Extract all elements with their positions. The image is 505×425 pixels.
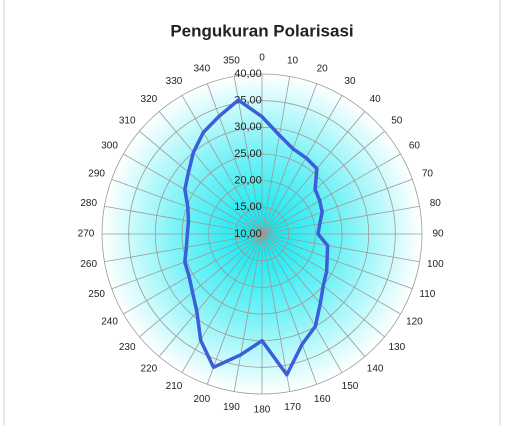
r-tick-label: 25,00 [234, 148, 262, 160]
category-label: 300 [101, 141, 118, 152]
category-label: 0 [259, 53, 265, 64]
spoke [261, 233, 318, 385]
spoke [104, 205, 263, 235]
r-tick-label: 40,00 [234, 68, 262, 80]
category-label: 30 [344, 76, 356, 87]
category-label: 150 [342, 381, 359, 392]
spoke [233, 76, 263, 235]
category-label: 60 [409, 141, 421, 152]
spoke [261, 111, 366, 235]
category-label: 320 [141, 94, 158, 105]
category-label: 90 [432, 229, 444, 240]
category-label: 330 [166, 76, 183, 87]
category-label: 210 [166, 381, 183, 392]
category-label: 290 [88, 168, 105, 179]
category-label: 110 [419, 289, 435, 300]
category-label: 140 [367, 363, 384, 374]
category-label: 340 [193, 63, 210, 74]
category-label: 310 [119, 116, 136, 127]
spoke [261, 178, 413, 235]
category-label: 130 [388, 342, 405, 353]
spoke [261, 83, 318, 235]
spoke [139, 233, 263, 338]
spoke [206, 233, 263, 385]
category-label: 170 [284, 402, 301, 413]
category-label: 10 [287, 55, 299, 66]
spoke [123, 153, 263, 235]
chart-title: Pengukuran Polarisasi [170, 21, 353, 40]
spoke [261, 233, 413, 290]
category-label: 70 [422, 168, 434, 179]
spoke [261, 233, 401, 315]
spoke [261, 95, 343, 235]
category-label: 40 [370, 94, 382, 105]
r-tick-label: 20,00 [234, 175, 262, 187]
category-label: 120 [406, 317, 423, 328]
category-label: 20 [317, 63, 329, 74]
spoke [261, 233, 343, 373]
r-tick-label: 30,00 [234, 121, 262, 133]
category-label: 50 [391, 116, 403, 127]
r-tick-label: 10,00 [234, 228, 262, 240]
spoke [261, 233, 366, 357]
spoke [158, 233, 263, 357]
spoke [261, 153, 401, 235]
spoke [261, 233, 420, 263]
spoke [261, 233, 291, 392]
category-label: 190 [223, 402, 240, 413]
category-label: 160 [314, 394, 331, 405]
spoke [158, 111, 263, 235]
category-label: 230 [119, 342, 136, 353]
spoke [139, 130, 263, 235]
category-label: 270 [78, 229, 95, 240]
category-label: 250 [88, 289, 105, 300]
category-label: 100 [427, 259, 444, 270]
category-label: 180 [254, 405, 271, 416]
spoke [181, 95, 263, 235]
spoke [206, 83, 263, 235]
series-line [183, 98, 330, 377]
category-label: 350 [223, 55, 240, 66]
spoke [123, 233, 263, 315]
category-label: 200 [193, 394, 210, 405]
category-label: 240 [101, 317, 118, 328]
category-label: 280 [80, 198, 97, 209]
spoke [261, 76, 291, 235]
spoke [261, 205, 420, 235]
category-label: 260 [80, 259, 97, 270]
spoke [261, 130, 385, 235]
spoke [233, 233, 263, 392]
spoke [181, 233, 263, 373]
spoke [104, 233, 263, 263]
r-tick-label: 15,00 [234, 201, 262, 213]
category-label: 80 [430, 198, 442, 209]
category-label: 220 [141, 363, 158, 374]
spoke [111, 233, 263, 290]
